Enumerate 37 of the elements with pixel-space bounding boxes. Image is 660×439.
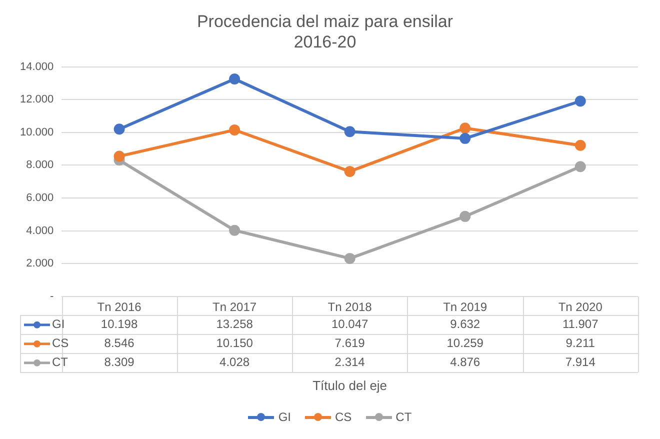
data-label: 10.198 [100, 317, 138, 332]
x-tick-label: Tn 2019 [443, 300, 488, 314]
y-tick-label: 6.000 [26, 192, 54, 204]
data-label: 10.259 [446, 336, 484, 350]
y-tick-label: 4.000 [26, 224, 54, 237]
y-tick-label: 8.000 [26, 159, 54, 172]
text: Título del eje [312, 378, 388, 393]
data-label: 7.914 [565, 355, 596, 370]
data-label: 4.876 [450, 355, 480, 370]
y-tick-label: 14.000 [20, 60, 54, 73]
data-label: 10.047 [331, 317, 368, 332]
data-label: 9.211 [566, 336, 596, 350]
y-tick-label: - [50, 290, 54, 302]
x-tick-label: Tn 2017 [212, 300, 257, 314]
data-label: 8.546 [104, 336, 135, 350]
data-label: 8.309 [104, 355, 135, 370]
y-tick-label: 10.000 [20, 126, 54, 138]
text: 2016-20 [294, 32, 356, 52]
y-tick-label: 2.000 [26, 258, 54, 270]
data-label: 7.619 [334, 336, 366, 350]
data-label: 11.907 [562, 317, 599, 332]
data-label: 4.028 [220, 355, 250, 370]
text: Procedencia del maiz para ensilar [196, 12, 454, 31]
legend-label: CT [52, 355, 69, 370]
text: CT [396, 410, 412, 424]
y-tick-label: 12.000 [20, 94, 54, 106]
x-tick-label: Tn 2018 [328, 300, 372, 314]
legend-label: GI [52, 317, 65, 332]
data-label: 9.632 [450, 317, 480, 332]
x-tick-label: Tn 2020 [558, 300, 603, 314]
text: CS [335, 410, 352, 424]
x-tick-label: Tn 2016 [97, 300, 142, 314]
text: GI [278, 410, 291, 424]
data-label: 2.314 [334, 355, 366, 370]
data-label: 10.150 [216, 336, 254, 350]
data-label: 13.258 [216, 317, 254, 332]
legend-label: CS [52, 336, 69, 350]
